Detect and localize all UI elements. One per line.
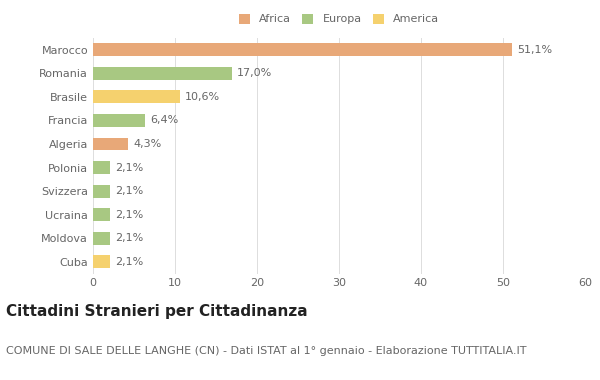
Text: 2,1%: 2,1% [115, 257, 143, 267]
Bar [93, 208, 110, 221]
Bar [93, 114, 145, 127]
Bar [93, 67, 232, 80]
Text: 2,1%: 2,1% [115, 163, 143, 173]
Bar [93, 138, 128, 150]
Text: 2,1%: 2,1% [115, 186, 143, 196]
Bar [93, 232, 110, 245]
Text: 51,1%: 51,1% [517, 45, 552, 55]
Legend: Africa, Europa, America: Africa, Europa, America [236, 10, 442, 28]
Text: 17,0%: 17,0% [238, 68, 272, 78]
Bar [93, 90, 180, 103]
Text: 6,4%: 6,4% [151, 116, 179, 125]
Text: 4,3%: 4,3% [133, 139, 161, 149]
Text: 2,1%: 2,1% [115, 210, 143, 220]
Text: 2,1%: 2,1% [115, 233, 143, 243]
Text: 10,6%: 10,6% [185, 92, 220, 102]
Text: COMUNE DI SALE DELLE LANGHE (CN) - Dati ISTAT al 1° gennaio - Elaborazione TUTTI: COMUNE DI SALE DELLE LANGHE (CN) - Dati … [6, 346, 527, 356]
Bar [93, 255, 110, 268]
Text: Cittadini Stranieri per Cittadinanza: Cittadini Stranieri per Cittadinanza [6, 304, 308, 319]
Bar [93, 161, 110, 174]
Bar [93, 43, 512, 56]
Bar [93, 185, 110, 198]
